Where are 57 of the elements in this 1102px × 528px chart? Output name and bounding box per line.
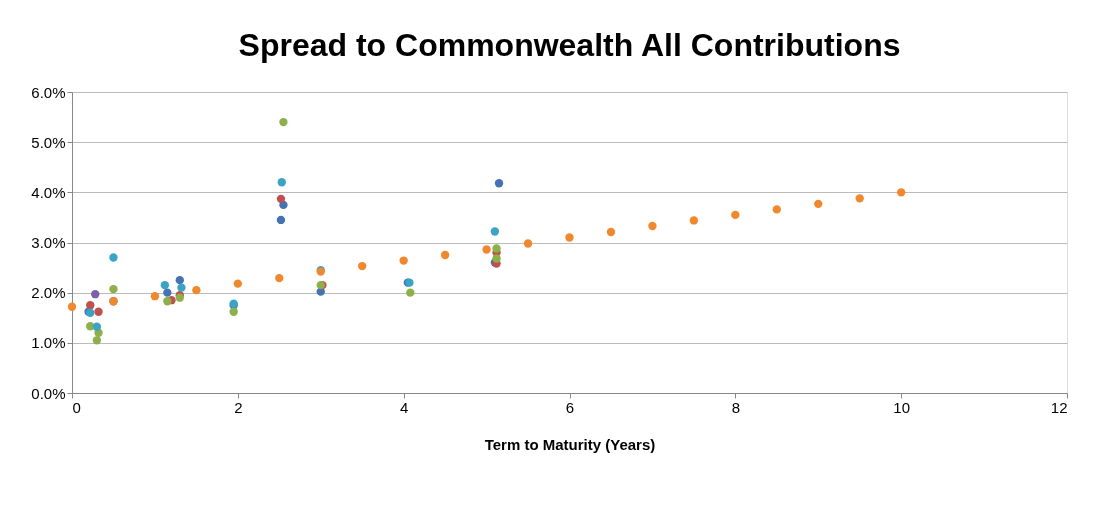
point — [109, 284, 118, 294]
point — [689, 216, 699, 225]
x-tick-label: 0 — [72, 398, 81, 416]
x-tick-label: 12 — [1050, 398, 1068, 416]
point — [492, 254, 501, 263]
point — [163, 297, 172, 306]
point — [406, 288, 415, 297]
point — [494, 179, 504, 188]
point — [814, 199, 823, 209]
point — [67, 302, 77, 311]
point — [896, 188, 906, 197]
y-tick-label: 1.0% — [31, 334, 66, 352]
y-tick-label: 4.0% — [31, 183, 66, 201]
point — [731, 210, 740, 220]
point — [109, 253, 118, 262]
point — [277, 178, 286, 187]
point — [233, 279, 243, 288]
y-tick-label: 6.0% — [31, 83, 66, 101]
x-axis-title: Term to Maturity (Years) — [484, 435, 656, 453]
point — [492, 244, 501, 253]
point — [94, 307, 103, 316]
point — [279, 117, 288, 127]
point — [192, 285, 201, 295]
point — [177, 283, 186, 292]
y-tick-label: 5.0% — [31, 133, 66, 151]
x-tick-label: 2 — [234, 398, 243, 416]
point — [565, 233, 574, 242]
point — [523, 239, 533, 248]
point — [275, 273, 284, 283]
point — [276, 194, 286, 204]
chart-title: Spread to Commonwealth All Contributions — [238, 27, 901, 63]
y-tick-label: 2.0% — [31, 284, 66, 302]
point — [440, 250, 450, 260]
point — [772, 205, 781, 214]
point — [276, 215, 286, 225]
x-tick-label: 6 — [565, 398, 575, 416]
point — [150, 292, 160, 301]
point — [358, 261, 367, 271]
x-tick-label: 10 — [893, 398, 911, 416]
x-tick-label: 8 — [731, 398, 741, 416]
point — [606, 227, 616, 237]
y-tick-label: 0.0% — [31, 384, 66, 402]
point — [648, 221, 657, 231]
point — [229, 307, 238, 316]
point — [92, 336, 102, 345]
point — [91, 290, 100, 299]
point — [86, 301, 95, 310]
point — [482, 245, 491, 254]
x-tick-label: 4 — [399, 398, 409, 416]
point — [490, 227, 500, 236]
point — [160, 280, 170, 290]
point — [92, 322, 102, 331]
point — [855, 194, 864, 203]
y-tick-label: 3.0% — [31, 234, 66, 251]
point — [163, 288, 172, 297]
point — [175, 275, 184, 285]
point — [399, 256, 408, 265]
